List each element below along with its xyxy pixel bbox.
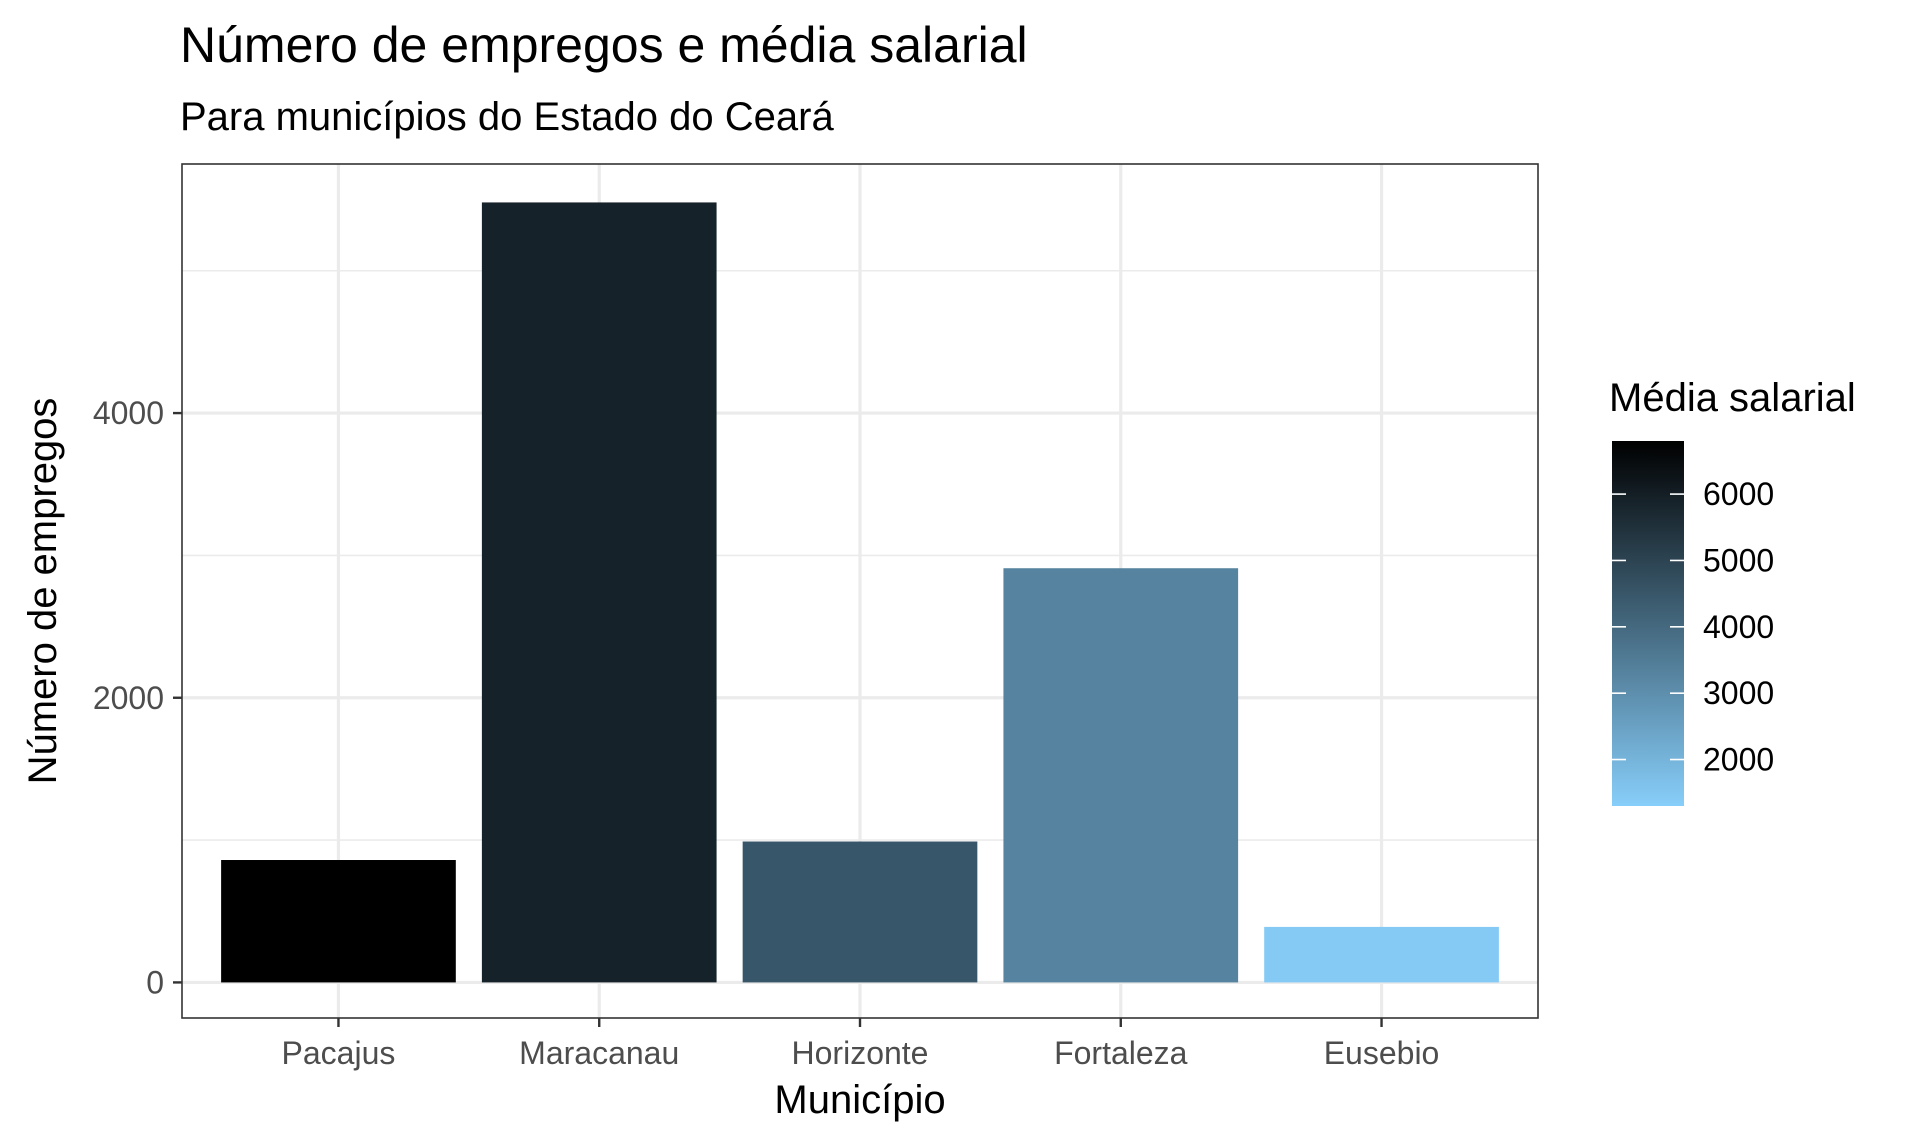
x-tick-label: Fortaleza — [1054, 1035, 1188, 1071]
x-axis: Pacajus Maracanau Horizonte Fortaleza Eusebi… — [282, 1018, 1440, 1071]
chart-title: Número de empregos e média salarial — [180, 17, 1028, 73]
legend-tick-label: 4000 — [1703, 609, 1774, 645]
legend: Média salarial 2000 3000 4000 5000 6000 — [1609, 376, 1856, 806]
legend-tick-label: 2000 — [1703, 742, 1774, 778]
legend-ticks: 2000 3000 4000 5000 6000 — [1612, 476, 1774, 778]
legend-title: Média salarial — [1609, 376, 1856, 420]
y-axis-title: Número de empregos — [21, 398, 65, 785]
x-tick-label: Eusebio — [1324, 1035, 1440, 1071]
y-tick-label: 2000 — [93, 680, 164, 716]
x-tick-label: Horizonte — [792, 1035, 929, 1071]
bar-maracanau — [481, 202, 717, 983]
y-axis: 0 2000 4000 — [93, 395, 182, 1000]
x-tick-label: Maracanau — [519, 1035, 679, 1071]
legend-tick-label: 6000 — [1703, 476, 1774, 512]
legend-colorbar — [1612, 441, 1684, 806]
bars — [221, 202, 1499, 983]
bar-eusebio — [1264, 926, 1499, 983]
bar-fortaleza — [1003, 568, 1239, 983]
legend-tick-label: 5000 — [1703, 542, 1774, 578]
x-tick-label: Pacajus — [282, 1035, 396, 1071]
x-axis-title: Município — [774, 1078, 945, 1122]
y-tick-label: 0 — [146, 964, 164, 1000]
y-tick-label: 4000 — [93, 395, 164, 431]
bar-pacajus — [221, 860, 456, 983]
plot-panel — [181, 163, 1539, 1019]
legend-tick-label: 3000 — [1703, 675, 1774, 711]
chart-subtitle: Para municípios do Estado do Ceará — [180, 95, 834, 139]
bar-horizonte — [742, 841, 978, 983]
